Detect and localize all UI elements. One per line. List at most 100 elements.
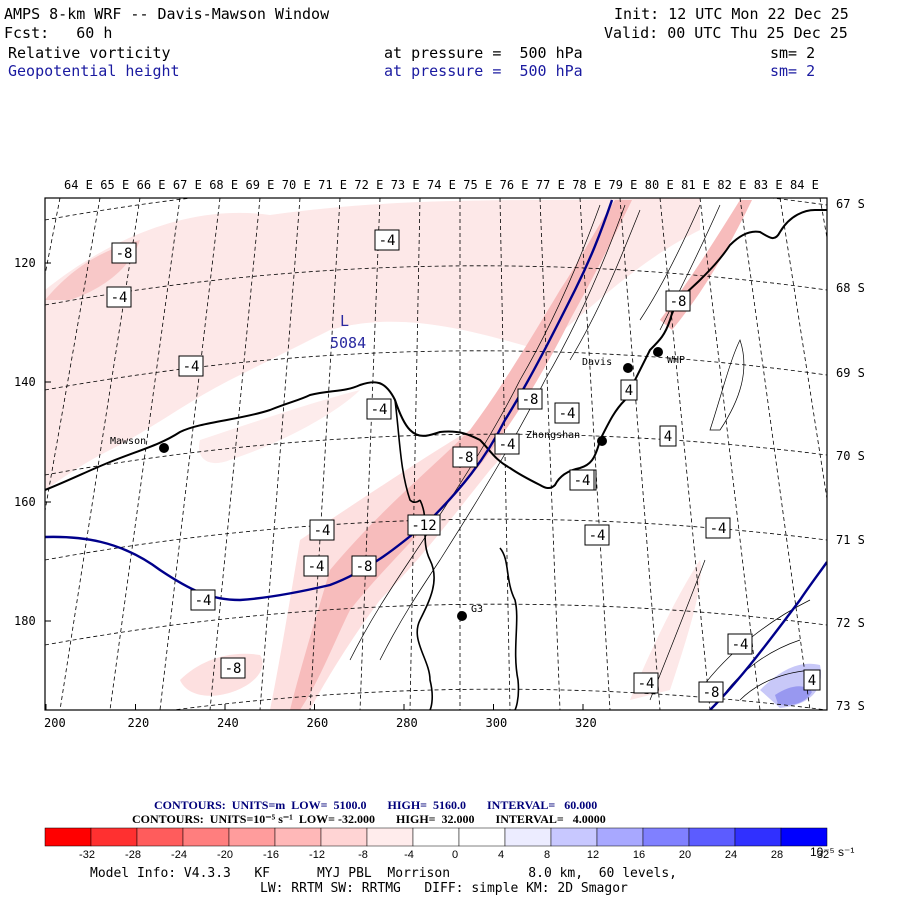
contour-label: -8	[665, 290, 691, 312]
x-tick-label: 220	[128, 716, 150, 730]
lon-label: 71 E	[318, 178, 347, 192]
low-pressure-value: 5084	[330, 334, 366, 352]
map-title: AMPS 8-km WRF -- Davis-Mawson Window	[4, 5, 330, 23]
lon-label: 82 E	[717, 178, 746, 192]
contour-label: -4	[106, 286, 132, 308]
colorbar-label: 24	[725, 849, 737, 861]
colorbar-swatch	[90, 827, 138, 847]
x-tick-label: 280	[396, 716, 418, 730]
init-time: Init: 12 UTC Mon 22 Dec 25	[614, 5, 849, 23]
svg-text:-4: -4	[195, 593, 212, 609]
contour-label: -4	[303, 555, 329, 577]
contour-label: -4	[727, 633, 753, 655]
colorbar-label: -16	[263, 849, 279, 861]
lon-label: 75 E	[463, 178, 492, 192]
field2-smoothing: sm= 2	[770, 62, 816, 80]
ice-shelf-edge	[499, 547, 520, 710]
colorbar-swatch	[44, 827, 92, 847]
x-tick-label: 320	[575, 716, 597, 730]
lon-label: 66 E	[137, 178, 166, 192]
lat-label: 70 S	[836, 449, 865, 463]
svg-text:4: 4	[808, 673, 816, 689]
colorbar-swatch	[642, 827, 690, 847]
lon-label: 74 E	[427, 178, 456, 192]
svg-text:4: 4	[625, 383, 633, 399]
contour-label: 4	[659, 425, 677, 447]
physics-info: LW: RRTM SW: RRTMG DIFF: simple KM: 2D S…	[260, 881, 628, 896]
colorbar-label: 8	[544, 849, 550, 861]
vorticity-shade	[775, 686, 812, 706]
svg-text:-4: -4	[499, 437, 516, 453]
ice-shelf-edge	[416, 499, 435, 710]
lon-label: 68 E	[209, 178, 238, 192]
svg-text:-8: -8	[522, 392, 539, 408]
height-contour-info: CONTOURS: UNITS=m LOW= 5100.0 HIGH= 5160…	[154, 798, 598, 812]
colorbar-label: -28	[125, 849, 141, 861]
lon-label: 73 E	[391, 178, 420, 192]
contour-label: -4	[705, 517, 731, 539]
lon-label: 81 E	[681, 178, 710, 192]
colorbar-label: 32	[817, 849, 829, 861]
contour-label: -4	[190, 589, 216, 611]
colorbar-label: -24	[171, 849, 187, 861]
x-tick-label: 300	[486, 716, 508, 730]
x-tick-label: 260	[307, 716, 329, 730]
lon-label: 83 E	[754, 178, 783, 192]
vorticity-contours	[349, 204, 821, 701]
lat-label: 72 S	[836, 616, 865, 630]
station-zhongshan-dot	[597, 436, 607, 446]
y-grid-ticks: 120 140 160 180	[14, 256, 51, 628]
lat-label: 69 S	[836, 366, 865, 380]
x-grid-ticks: 200 220 240 260 280 300 320	[44, 704, 597, 730]
height-contour-line	[709, 561, 827, 710]
colorbar-label: -12	[309, 849, 325, 861]
station-g3-dot	[457, 611, 467, 621]
colorbar-label: 4	[498, 849, 504, 861]
svg-text:-8: -8	[670, 294, 687, 310]
x-tick-label: 240	[217, 716, 239, 730]
lon-label: 72 E	[354, 178, 383, 192]
field2-name: Geopotential height	[8, 62, 180, 80]
lon-label: 64 E	[64, 178, 93, 192]
y-tick-label: 140	[14, 375, 36, 389]
latitude-labels: 67 S 68 S 69 S 70 S 71 S 72 S 73 S	[836, 197, 865, 713]
svg-text:-8: -8	[356, 559, 373, 575]
lat-label: 67 S	[836, 197, 865, 211]
contour-label: -8	[698, 681, 724, 703]
colorbar-swatch	[504, 827, 552, 847]
model-info: Model Info: V4.3.3 KF MYJ PBL Morrison 8…	[90, 866, 677, 881]
field1-smoothing: sm= 2	[770, 44, 816, 62]
svg-text:-8: -8	[457, 450, 474, 466]
colorbar-label: 12	[587, 849, 599, 861]
svg-text:-4: -4	[559, 406, 576, 422]
svg-text:-4: -4	[183, 359, 200, 375]
y-tick-label: 180	[14, 614, 36, 628]
low-pressure-letter: L	[340, 312, 349, 330]
colorbar-swatch	[366, 827, 414, 847]
colorbar-swatch	[458, 827, 506, 847]
lon-label: 67 E	[173, 178, 202, 192]
contour-label: -12	[407, 514, 441, 536]
colorbar-label: -4	[404, 849, 414, 861]
colorbar-swatch	[136, 827, 184, 847]
svg-text:4: 4	[664, 429, 672, 445]
colorbar-swatch	[780, 827, 828, 847]
graticule	[45, 198, 827, 710]
colorbar-swatch	[412, 827, 460, 847]
contour-label: -4	[178, 355, 204, 377]
station-markers: Mawson Davis WHP Zhongshan G3	[110, 347, 685, 621]
svg-text:-8: -8	[225, 661, 242, 677]
colorbar-swatch	[228, 827, 276, 847]
station-mawson-label: Mawson	[110, 436, 146, 447]
plot-frame	[44, 197, 828, 711]
colorbar-label: -20	[217, 849, 233, 861]
colorbar-label: 28	[771, 849, 783, 861]
svg-text:-4: -4	[111, 290, 128, 306]
longitude-labels: 64 E 65 E 66 E 67 E 68 E 69 E 70 E 71 E 72 E 73 E…	[64, 178, 819, 192]
contour-label: -4	[309, 519, 335, 541]
contour-label: -8	[351, 555, 377, 577]
vorticity-shade	[630, 560, 701, 700]
vorticity-contour-info: CONTOURS: UNITS=10⁻⁵ s⁻¹ LOW= -32.000 HI…	[132, 812, 606, 826]
contour-labels: -8 -4 -4 -4 -4 -8 -8 -4 4 -4 4 -8 -4 -4 -4 -4 -12 -8 4 -4 -4…	[106, 229, 821, 703]
